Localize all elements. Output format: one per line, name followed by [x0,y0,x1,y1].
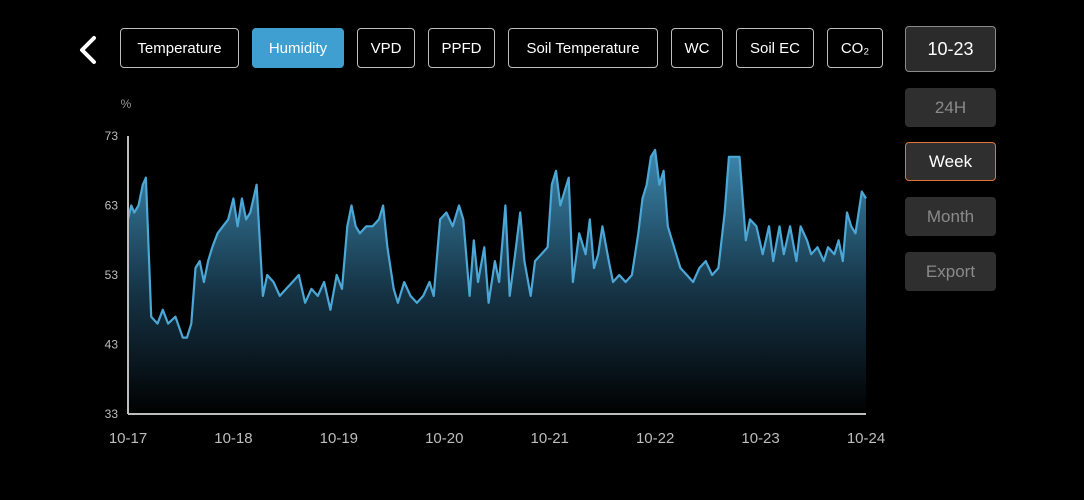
x-tick-label: 10-17 [109,430,147,447]
x-tick-label: 10-21 [531,430,569,447]
date-picker-button[interactable]: 10-23 [905,26,996,72]
x-tick-label: 10-20 [425,430,463,447]
tab-wc[interactable]: WC [671,28,723,68]
back-button[interactable] [72,30,108,70]
x-tick-label: 10-19 [320,430,358,447]
humidity-area [128,149,866,414]
chevron-left-icon [80,36,96,64]
tab-soil-temperature[interactable]: Soil Temperature [508,28,658,68]
x-tick-label: 10-22 [636,430,674,447]
tab-temperature[interactable]: Temperature [120,28,239,68]
tab-ppfd[interactable]: PPFD [428,28,495,68]
y-tick-label: 43 [105,338,119,352]
y-tick-label: 53 [105,268,119,282]
x-tick-label: 10-18 [214,430,252,447]
y-tick-label: 63 [105,199,119,213]
range-24h-button[interactable]: 24H [905,88,996,127]
y-axis-unit-label: % [121,97,132,111]
x-tick-label: 10-24 [847,430,885,447]
tab-soil-ec[interactable]: Soil EC [736,28,814,68]
y-tick-label: 33 [105,407,119,421]
range-week-button[interactable]: Week [905,142,996,181]
tab-humidity[interactable]: Humidity [252,28,344,68]
y-tick-label: 73 [105,129,119,143]
tab-vpd[interactable]: VPD [357,28,415,68]
range-month-button[interactable]: Month [905,197,996,236]
tab-co2[interactable]: CO₂ [827,28,883,68]
humidity-series-line [126,148,867,339]
export-button[interactable]: Export [905,252,996,291]
x-tick-label: 10-23 [741,430,779,447]
